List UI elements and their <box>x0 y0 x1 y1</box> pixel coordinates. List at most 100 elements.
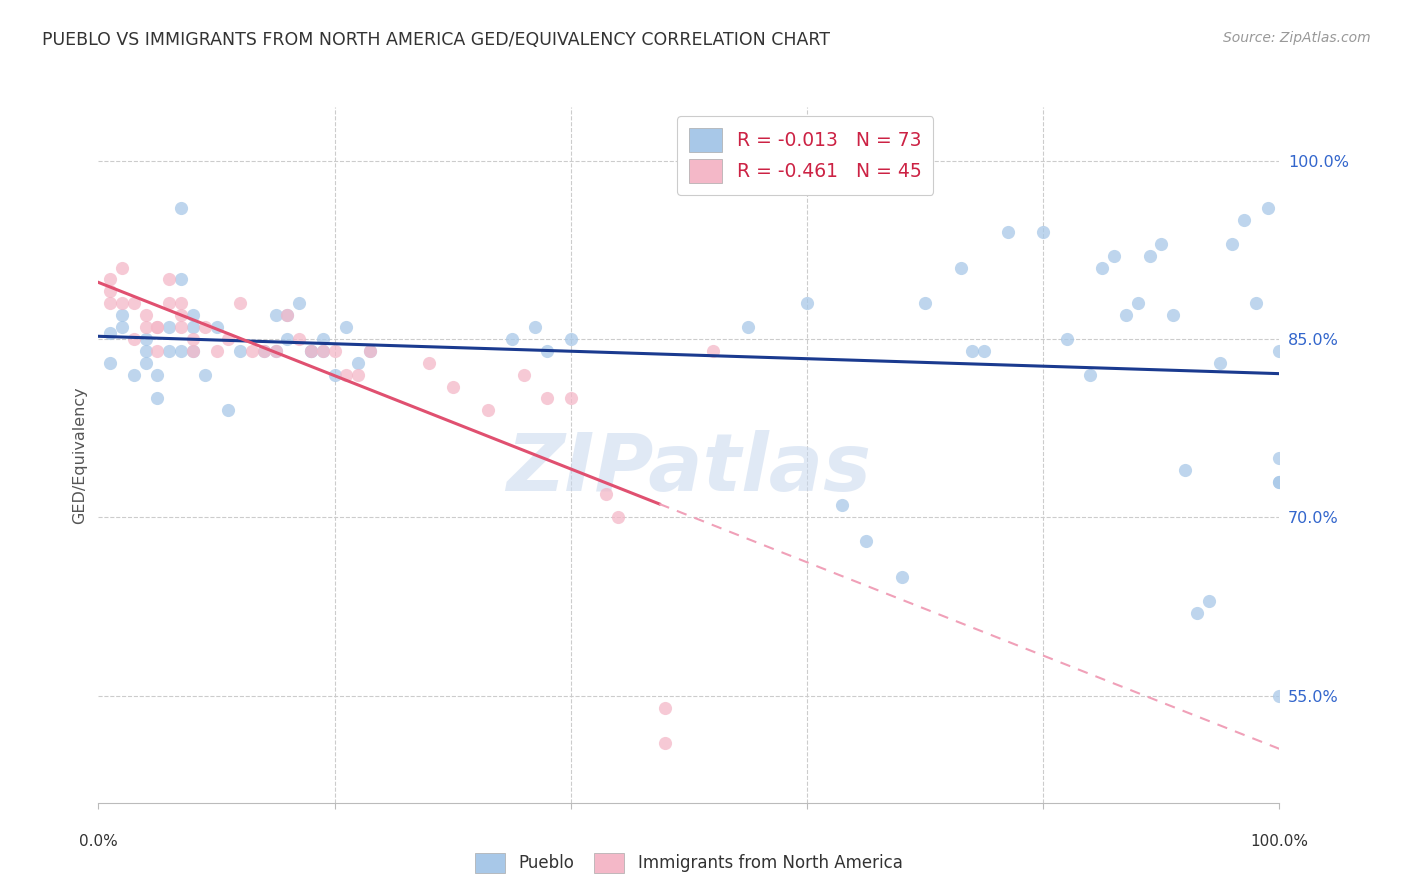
Point <box>1268 343 1291 358</box>
Point <box>111 260 134 275</box>
Point <box>914 296 936 310</box>
Point <box>1220 236 1243 251</box>
Point <box>702 343 724 358</box>
Point <box>1032 225 1054 239</box>
Point <box>170 320 193 334</box>
Point <box>135 320 157 334</box>
Point <box>111 320 134 334</box>
Text: ZIPatlas: ZIPatlas <box>506 430 872 508</box>
Point <box>135 308 157 322</box>
Point <box>560 392 582 406</box>
Y-axis label: GED/Equivalency: GED/Equivalency <box>72 386 87 524</box>
Point <box>1268 475 1291 489</box>
Point <box>122 368 145 382</box>
Point <box>229 296 252 310</box>
Point <box>98 326 121 340</box>
Legend: R = -0.013   N = 73, R = -0.461   N = 45: R = -0.013 N = 73, R = -0.461 N = 45 <box>678 117 934 194</box>
Point <box>288 332 311 346</box>
Point <box>181 332 204 346</box>
Point <box>536 392 558 406</box>
Point <box>1268 450 1291 465</box>
Point <box>170 308 193 322</box>
Point <box>595 486 617 500</box>
Point <box>205 320 228 334</box>
Point <box>1080 368 1102 382</box>
Point <box>1091 260 1114 275</box>
Point <box>512 368 534 382</box>
Point <box>264 308 287 322</box>
Point <box>536 343 558 358</box>
Text: 100.0%: 100.0% <box>1250 834 1309 849</box>
Point <box>217 332 239 346</box>
Point <box>335 320 357 334</box>
Point <box>855 534 877 549</box>
Point <box>359 343 381 358</box>
Point <box>170 272 193 286</box>
Point <box>135 343 157 358</box>
Point <box>194 320 217 334</box>
Point <box>1268 475 1291 489</box>
Point <box>890 570 912 584</box>
Point <box>1102 249 1125 263</box>
Point <box>264 343 287 358</box>
Point <box>441 379 464 393</box>
Point <box>299 343 322 358</box>
Point <box>1126 296 1149 310</box>
Point <box>654 700 676 714</box>
Point <box>335 368 357 382</box>
Point <box>524 320 547 334</box>
Point <box>654 736 676 750</box>
Text: Source: ZipAtlas.com: Source: ZipAtlas.com <box>1223 31 1371 45</box>
Point <box>962 343 984 358</box>
Point <box>949 260 972 275</box>
Point <box>217 403 239 417</box>
Point <box>135 332 157 346</box>
Point <box>170 296 193 310</box>
Point <box>1268 689 1291 703</box>
Point <box>501 332 523 346</box>
Point <box>98 285 121 299</box>
Point <box>1174 463 1197 477</box>
Point <box>181 320 204 334</box>
Point <box>157 272 180 286</box>
Point <box>418 356 440 370</box>
Point <box>347 356 370 370</box>
Point <box>1150 236 1173 251</box>
Point <box>157 320 180 334</box>
Point <box>477 403 499 417</box>
Legend: Pueblo, Immigrants from North America: Pueblo, Immigrants from North America <box>468 847 910 880</box>
Point <box>607 510 630 524</box>
Point <box>98 356 121 370</box>
Point <box>312 332 335 346</box>
Point <box>253 343 276 358</box>
Point <box>288 296 311 310</box>
Point <box>299 343 322 358</box>
Point <box>1139 249 1161 263</box>
Point <box>194 368 217 382</box>
Point <box>1209 356 1232 370</box>
Point <box>323 368 346 382</box>
Point <box>973 343 995 358</box>
Point <box>253 343 276 358</box>
Text: 0.0%: 0.0% <box>79 834 118 849</box>
Point <box>796 296 818 310</box>
Point <box>264 343 287 358</box>
Point <box>146 368 169 382</box>
Point <box>347 368 370 382</box>
Point <box>146 320 169 334</box>
Point <box>157 343 180 358</box>
Point <box>170 343 193 358</box>
Point <box>299 343 322 358</box>
Point <box>146 320 169 334</box>
Point <box>181 343 204 358</box>
Point <box>323 343 346 358</box>
Point <box>170 201 193 215</box>
Point <box>146 343 169 358</box>
Point <box>229 343 252 358</box>
Point <box>111 296 134 310</box>
Point <box>122 332 145 346</box>
Point <box>560 332 582 346</box>
Point <box>276 308 298 322</box>
Point <box>240 343 263 358</box>
Point <box>1115 308 1137 322</box>
